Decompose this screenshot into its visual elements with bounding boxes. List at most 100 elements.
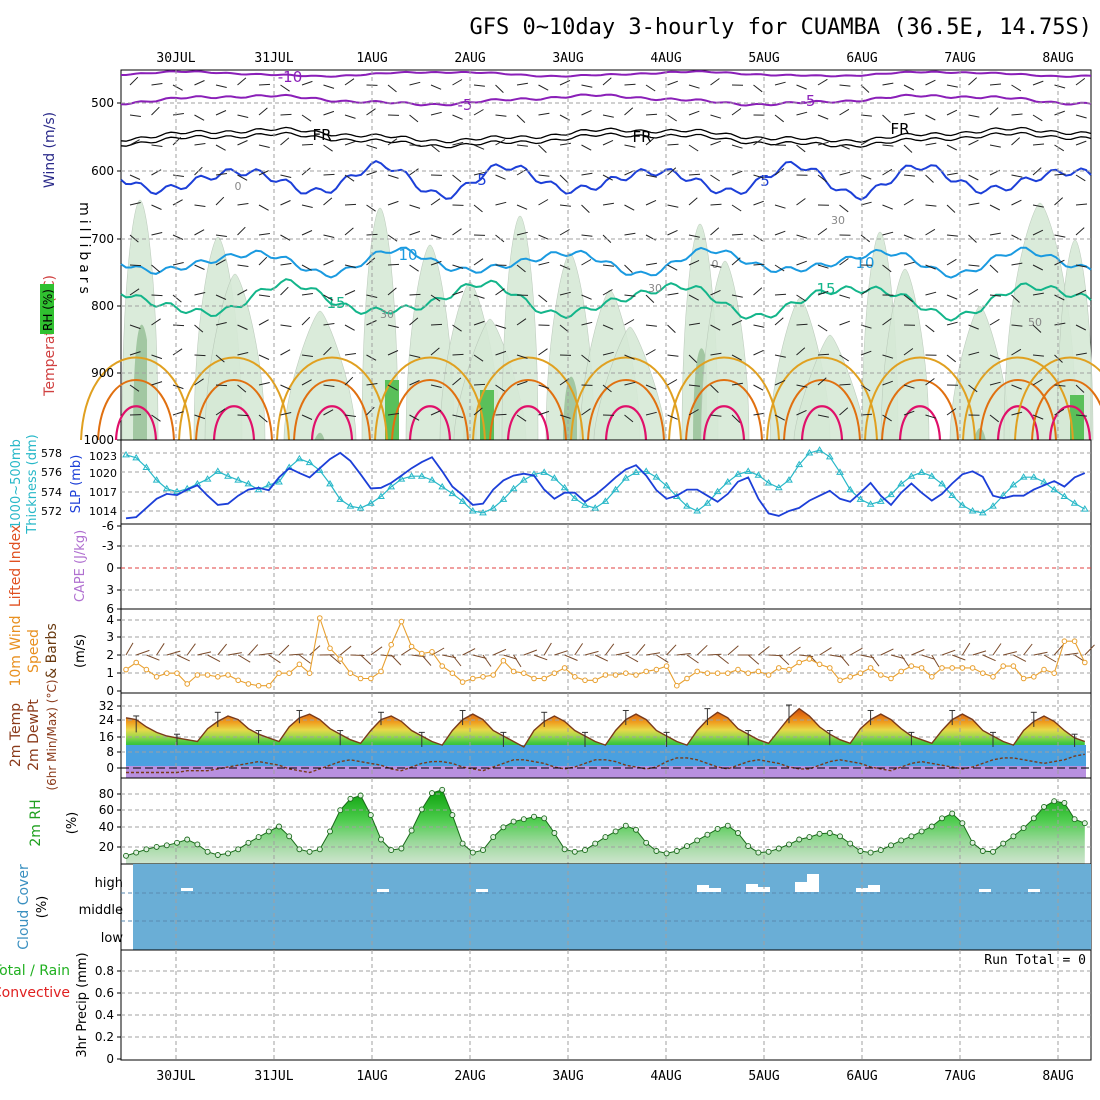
wind-speed-point	[1051, 670, 1057, 677]
wind-speed-point	[490, 672, 497, 678]
wind-barb	[215, 110, 227, 116]
wind-barb	[903, 348, 914, 356]
wind-barb	[323, 197, 333, 206]
wind-barb	[129, 202, 141, 206]
rh-point	[959, 820, 966, 827]
rh-point	[888, 842, 894, 849]
wind10-barb	[696, 644, 708, 656]
temp-minmax-bars	[133, 704, 1078, 747]
wind-barb	[452, 324, 462, 332]
wind-barb	[946, 321, 958, 326]
rh-point	[347, 795, 354, 802]
wind-barb	[968, 174, 979, 181]
thickness-point	[550, 474, 559, 481]
wind-barb	[710, 140, 721, 146]
wind-barb	[129, 384, 140, 392]
wind-barb	[925, 378, 935, 386]
wind-barb	[129, 288, 140, 296]
rh-point	[775, 845, 782, 852]
wind-speed-point	[980, 670, 986, 677]
rh-point	[765, 848, 772, 855]
wind-barb	[409, 264, 419, 272]
tick-label: 0.4	[95, 1008, 114, 1022]
wind-barb	[387, 287, 397, 296]
wind-speed-point	[408, 643, 415, 650]
thickness-point	[948, 491, 957, 499]
wind-barb	[387, 84, 397, 93]
wind-barb	[581, 109, 592, 116]
date-label-top: 2AUG	[454, 51, 485, 66]
wind-barb	[645, 199, 657, 206]
rh-point	[214, 852, 221, 858]
thickness-point	[254, 485, 263, 493]
wind-barb	[624, 414, 634, 423]
tick-label: 600	[91, 164, 114, 178]
wind-barb	[667, 264, 678, 271]
wind-barb	[882, 114, 891, 123]
wind-barb	[516, 169, 527, 176]
wind-barb	[860, 234, 871, 243]
tick-label: 900	[91, 366, 114, 380]
wind-barb	[645, 137, 655, 146]
thickness-point	[621, 474, 630, 481]
temp-ylabel-2: 2m DewPt	[26, 699, 42, 771]
wind-barb	[495, 84, 504, 93]
wind10-barb	[941, 649, 956, 656]
rh-point	[163, 842, 170, 849]
wind-speed-point	[582, 677, 588, 684]
wind-barb	[495, 413, 507, 416]
wind-barb	[387, 234, 398, 242]
wind-barb	[1054, 408, 1065, 416]
wind-barb	[516, 414, 527, 422]
wind-barb	[903, 410, 915, 416]
cloud-block	[476, 889, 488, 892]
wind-barb	[882, 204, 893, 210]
rh-point	[1071, 816, 1078, 823]
wind10-barbs	[125, 642, 1095, 668]
wind-barb	[430, 323, 443, 326]
wind-barb	[817, 377, 827, 386]
wind-speed-point	[602, 672, 609, 678]
wind-barb	[753, 234, 763, 242]
tick-label: 0	[106, 761, 114, 775]
wind-barb	[817, 174, 828, 183]
wind-speed-point	[174, 670, 180, 677]
wind-speed-point	[796, 659, 803, 666]
date-label-top: 1AUG	[356, 51, 387, 66]
wind-barb	[129, 174, 141, 180]
wind-barb	[258, 414, 268, 423]
date-label-top: 6AUG	[846, 51, 877, 66]
tick-label: 1	[106, 666, 114, 680]
contour-label: -10	[278, 68, 303, 86]
contour-label: 5	[477, 171, 487, 189]
tick-label: 3	[106, 630, 114, 644]
thickness-point	[479, 508, 487, 516]
rh-point	[602, 834, 609, 841]
precip-frame	[120, 949, 1092, 1061]
wind-barb	[495, 139, 506, 146]
thickness-point	[1060, 492, 1069, 499]
rh-point	[847, 840, 854, 847]
thickness-point	[162, 484, 171, 492]
wind10-barb	[1003, 651, 1017, 656]
thickness-point	[458, 497, 467, 504]
cloud-block	[979, 889, 991, 892]
wind-speed-point	[898, 668, 905, 675]
date-label-bottom: 8AUG	[1042, 1069, 1073, 1084]
contour-label: -5	[801, 92, 816, 110]
wind-speed-point	[337, 656, 344, 662]
wind-barb	[366, 406, 375, 416]
wind-barb	[667, 379, 678, 386]
wind-barb	[344, 376, 354, 386]
wind-barb	[194, 378, 204, 386]
upper-ylabel-rh: RH (%)	[41, 289, 55, 331]
wind-barb	[710, 384, 719, 393]
wind-barb	[194, 324, 204, 333]
wind-barb	[237, 384, 247, 393]
thickness-point	[642, 467, 651, 474]
wind-barb	[129, 234, 139, 243]
wind-barb	[1032, 414, 1044, 420]
wind-barb	[925, 414, 937, 419]
wind-barb	[710, 114, 722, 119]
date-label-top: 3AUG	[552, 51, 583, 66]
